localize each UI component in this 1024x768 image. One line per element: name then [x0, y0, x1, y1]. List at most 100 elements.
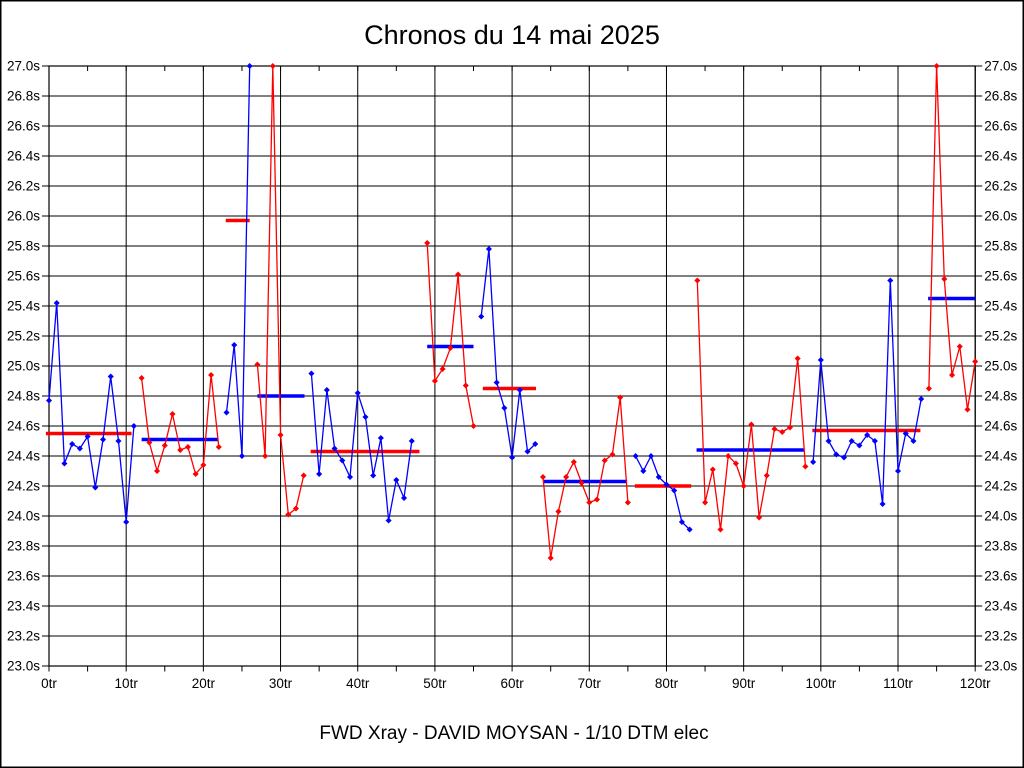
y-axis-label-right: 24.0s — [984, 509, 1017, 524]
lap-dot — [570, 458, 577, 466]
lap-dot — [300, 472, 307, 479]
lap-dot — [308, 370, 315, 377]
x-axis-label: 60tr — [500, 676, 524, 691]
lap-dot — [972, 358, 979, 365]
y-axis-label-right: 23.2s — [984, 629, 1017, 644]
y-axis-label-left: 25.6s — [7, 269, 40, 284]
lap-dot — [53, 299, 60, 307]
lap-dot — [894, 467, 902, 475]
y-axis-label-left: 27.0s — [7, 59, 40, 74]
y-axis-label-right: 26.4s — [984, 149, 1017, 164]
lap-dot — [462, 382, 469, 389]
lap-dot — [918, 395, 925, 403]
y-axis-label-right: 23.0s — [984, 659, 1017, 674]
lap-dot — [61, 460, 68, 467]
lap-dot — [856, 442, 863, 449]
x-axis-label: 120tr — [960, 676, 991, 691]
x-axis-label: 30tr — [269, 676, 293, 691]
lap-dot — [848, 437, 855, 445]
y-axis-label-left: 26.4s — [7, 149, 40, 164]
lap-series-segment — [480, 248, 536, 458]
lap-series-segment — [48, 302, 135, 523]
y-axis-label-right: 25.4s — [984, 299, 1017, 314]
lap-dot — [794, 355, 801, 362]
lap-dot — [509, 454, 516, 461]
lap-dot — [493, 379, 500, 386]
lap-dot — [401, 494, 408, 502]
lap-dot — [578, 479, 585, 487]
lap-dot — [154, 467, 161, 475]
y-axis-label-left: 23.4s — [7, 599, 40, 614]
lap-dot — [671, 487, 678, 494]
lap-dot — [246, 62, 253, 70]
lap-dot — [354, 389, 361, 397]
lap-dot — [694, 277, 701, 284]
lap-dot — [539, 473, 546, 481]
lap-dot — [833, 451, 840, 458]
y-axis-label-left: 24.0s — [7, 509, 40, 524]
y-axis-label-left: 25.0s — [7, 359, 40, 374]
chart-title: Chronos du 14 mai 2025 — [364, 20, 660, 50]
plot-frame — [48, 65, 976, 667]
lap-dot — [277, 431, 284, 439]
lap-dot — [949, 371, 956, 379]
lap-dot — [45, 397, 53, 404]
lap-dot — [887, 277, 894, 284]
lap-dot — [524, 448, 531, 455]
y-axis-label-left: 24.2s — [7, 479, 40, 494]
lap-dot — [586, 499, 593, 506]
lap-dot — [748, 421, 755, 428]
lap-dot — [825, 437, 832, 445]
y-axis-label-left: 23.2s — [7, 629, 40, 644]
lap-dot — [169, 410, 176, 418]
lap-dot — [802, 463, 809, 470]
y-axis-label-right: 23.6s — [984, 569, 1017, 584]
y-axis-label-left: 23.8s — [7, 539, 40, 554]
lap-dot — [84, 433, 91, 440]
lap-dot — [640, 467, 647, 475]
lap-dot — [130, 422, 137, 430]
lap-dot — [810, 458, 817, 466]
lap-dot — [786, 424, 793, 431]
lap-dot — [593, 496, 601, 503]
x-axis-label: 0tr — [41, 676, 57, 691]
lap-dot — [177, 446, 184, 454]
y-axis-label-left: 26.2s — [7, 179, 40, 194]
lap-dot — [424, 239, 431, 247]
x-axis-label: 70tr — [578, 676, 602, 691]
lap-dot — [346, 473, 354, 481]
y-axis-label-right: 25.8s — [984, 239, 1017, 254]
lap-dot — [709, 466, 716, 473]
lap-dot — [316, 470, 323, 478]
lap-dot — [455, 271, 462, 278]
lap-dot — [146, 439, 153, 446]
lap-dot — [92, 484, 99, 491]
y-axis-label-left: 24.6s — [7, 419, 40, 434]
x-axis-label: 10tr — [115, 676, 139, 691]
lap-dot — [879, 500, 886, 508]
lap-dot — [925, 385, 932, 392]
lap-dot — [69, 440, 76, 448]
y-axis-label-left: 26.6s — [7, 119, 40, 134]
y-axis-label-right: 24.6s — [984, 419, 1017, 434]
lap-dot — [725, 452, 732, 460]
lap-dot — [208, 371, 215, 379]
lap-dot — [478, 313, 485, 320]
y-axis-label-left: 25.2s — [7, 329, 40, 344]
lap-dot — [648, 452, 655, 460]
lap-dot — [123, 518, 130, 526]
lap-dot — [323, 386, 330, 394]
lap-dot — [292, 505, 300, 512]
lap-dot — [138, 374, 145, 382]
y-axis-label-right: 26.2s — [984, 179, 1017, 194]
lap-dot — [763, 472, 770, 479]
x-axis-label: 80tr — [655, 676, 679, 691]
lap-dot — [470, 422, 477, 430]
lap-dot — [941, 275, 948, 283]
lap-dot — [501, 404, 508, 412]
lap-dot — [439, 365, 446, 373]
x-axis-label: 50tr — [423, 676, 447, 691]
y-axis-label-left: 26.8s — [7, 89, 40, 104]
y-axis-label-left: 24.8s — [7, 389, 40, 404]
